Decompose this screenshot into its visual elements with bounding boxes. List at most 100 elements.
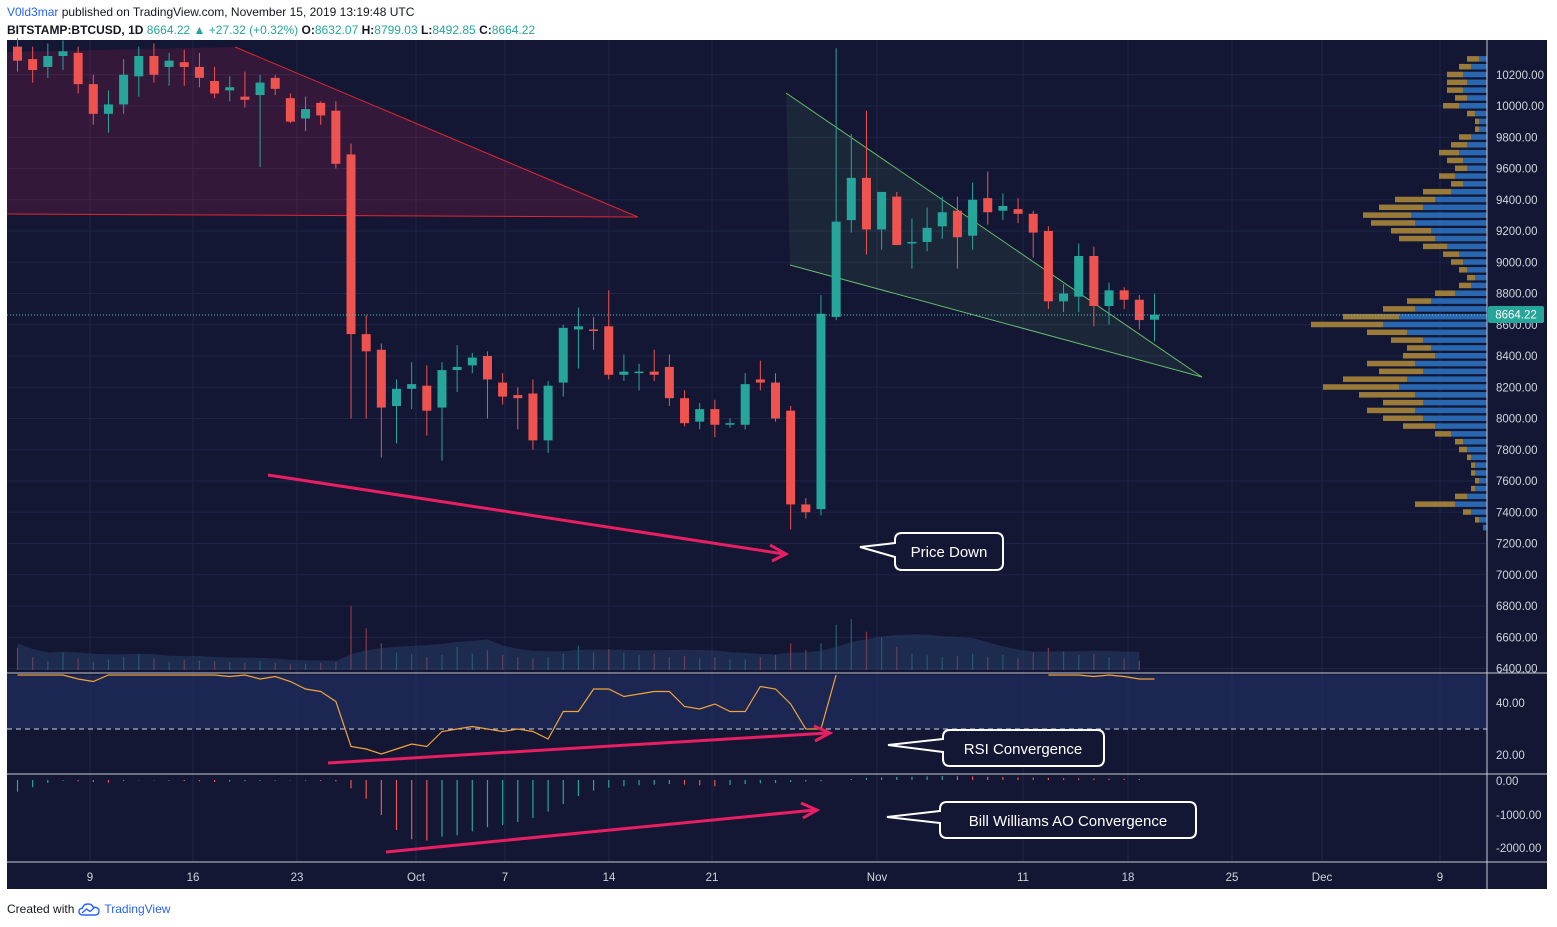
rsi-line — [17, 674, 837, 755]
callout-rsi-convergence-text: RSI Convergence — [964, 741, 1082, 758]
vp-up-bar — [1459, 251, 1487, 257]
vp-up-bar — [1447, 243, 1487, 250]
footer-credit: Created with TradingView — [7, 901, 170, 917]
vp-up-bar — [1435, 235, 1487, 242]
vp-down-bar — [1343, 376, 1407, 382]
candle-body — [892, 196, 902, 246]
callout-rsi-convergence[interactable]: RSI Convergence — [887, 729, 1105, 767]
vp-up-bar — [1431, 298, 1487, 304]
rsi-convergence-arrow[interactable] — [327, 731, 829, 765]
candle-body — [801, 504, 811, 513]
price-chart[interactable]: 10200.0010000.009800.009600.009400.00920… — [0, 38, 1557, 891]
price-tick-label: 7600.00 — [1496, 476, 1538, 488]
time-tick-label: 14 — [603, 872, 616, 884]
candle-body — [482, 356, 492, 380]
vp-up-bar — [1415, 407, 1487, 414]
time-tick-label: 21 — [706, 872, 719, 884]
price-tick-label: 10000.00 — [1496, 101, 1544, 113]
ao-convergence-arrow[interactable] — [385, 808, 816, 854]
tradingview-cloud-icon — [78, 902, 101, 916]
candle-body — [73, 52, 83, 85]
vp-down-bar — [1447, 87, 1463, 93]
candle-body — [255, 82, 265, 96]
candle-body — [907, 241, 917, 244]
vp-down-bar — [1371, 220, 1415, 226]
price-tick-label: 8800.00 — [1496, 289, 1538, 301]
vp-up-bar — [1463, 438, 1487, 445]
candle-body — [877, 191, 887, 230]
candle-body — [467, 357, 477, 366]
vp-down-bar — [1367, 407, 1415, 414]
vp-up-bar — [1455, 290, 1487, 296]
vp-up-bar — [1475, 462, 1487, 468]
vp-down-bar — [1423, 188, 1451, 195]
candle-body — [13, 46, 22, 61]
vp-down-bar — [1379, 368, 1423, 375]
ao-tick-label: 0.00 — [1496, 776, 1518, 788]
vp-down-bar — [1459, 282, 1471, 289]
price-tick-label: 7800.00 — [1496, 445, 1538, 457]
vp-down-bar — [1455, 438, 1463, 445]
vp-down-bar — [1475, 118, 1479, 125]
candle-body — [846, 177, 856, 221]
vp-down-bar — [1471, 462, 1475, 468]
candle-body — [301, 109, 311, 119]
candle-body — [983, 198, 993, 213]
candle-body — [755, 379, 765, 383]
vp-up-bar — [1435, 353, 1487, 359]
triangle-upper-trendline[interactable] — [234, 46, 639, 218]
candle-body — [680, 398, 690, 424]
wedge-lower-trendline[interactable] — [789, 264, 1203, 378]
vp-down-bar — [1407, 345, 1431, 351]
volume-ma-area — [17, 634, 1140, 670]
vp-up-bar — [1455, 501, 1487, 507]
vp-down-bar — [1383, 399, 1423, 406]
price-axis[interactable]: 10200.00 10000.00 9800.00 9600.00 9400.00 920… — [1496, 70, 1544, 676]
price-down-arrow[interactable] — [267, 473, 785, 556]
vp-up-bar — [1467, 95, 1487, 101]
rsi-tick-label: 20.00 — [1496, 750, 1525, 762]
candle-body — [998, 206, 1008, 211]
high-value: 8799.03 — [374, 23, 418, 37]
time-axis[interactable]: 9 16 23 Oct 7 14 21 Nov 11 18 25 Dec 9 — [87, 872, 1443, 884]
vp-up-bar — [1415, 360, 1487, 367]
vp-up-bar — [1467, 446, 1487, 453]
callout-price-down[interactable]: Price Down — [859, 532, 1004, 571]
ao-histogram — [16, 776, 1140, 841]
candle-body — [1150, 314, 1159, 320]
triangle-base-line[interactable] — [6, 213, 639, 218]
last-price-tag: 8664.22 — [1488, 306, 1544, 323]
vp-up-bar — [1467, 142, 1487, 148]
candle-body — [786, 410, 796, 505]
vp-up-bar — [1479, 126, 1487, 132]
callout-ao-convergence[interactable]: Bill Williams AO Convergence — [886, 801, 1197, 839]
author-link[interactable]: V0ld3mar — [7, 5, 59, 19]
rsi-convergence-arrowhead — [813, 724, 834, 743]
time-tick-label: Oct — [407, 872, 426, 884]
vp-down-bar — [1367, 329, 1407, 336]
candle-body — [1119, 290, 1129, 300]
vp-down-bar — [1467, 110, 1475, 117]
candle-body — [240, 96, 250, 100]
tradingview-brand-link[interactable]: TradingView — [104, 902, 171, 916]
rsi-tick-label: 40.00 — [1496, 698, 1525, 710]
vp-down-bar — [1467, 56, 1479, 62]
candle-body — [43, 56, 53, 67]
candle-body — [937, 212, 947, 227]
wedge-upper-trendline[interactable] — [785, 92, 1203, 378]
vp-down-bar — [1459, 134, 1471, 140]
callout-price-down-text: Price Down — [911, 544, 988, 561]
vp-up-bar — [1423, 415, 1487, 421]
high-label: H: — [361, 23, 375, 37]
candle-body — [649, 371, 659, 375]
price-tick-label: 6400.00 — [1496, 664, 1538, 676]
low-label: L: — [421, 23, 433, 37]
vp-down-bar — [1443, 103, 1459, 109]
candle-body — [968, 199, 978, 236]
callout-price-down-shape — [859, 532, 1004, 571]
vp-up-bar — [1415, 392, 1487, 398]
time-tick-label: Dec — [1312, 872, 1333, 884]
vp-down-bar — [1447, 157, 1463, 164]
vp-up-bar — [1423, 399, 1487, 406]
vp-down-bar — [1407, 298, 1431, 304]
